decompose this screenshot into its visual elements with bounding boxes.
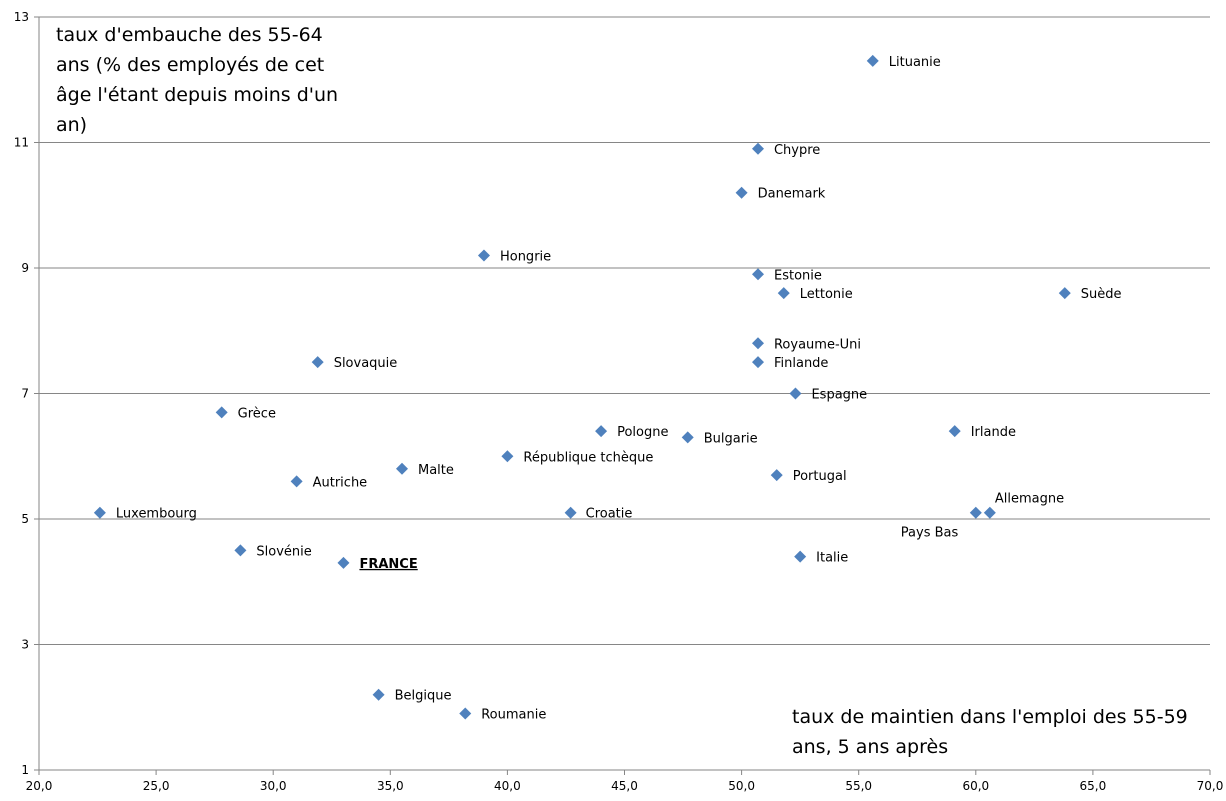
point-label: Slovaquie bbox=[334, 356, 398, 371]
point-label: Croatie bbox=[586, 507, 633, 522]
point-label: Hongrie bbox=[500, 249, 551, 264]
y-axis-title: taux d'embauche des 55-64 ans (% des emp… bbox=[56, 24, 339, 136]
data-point bbox=[372, 688, 385, 701]
data-point bbox=[595, 425, 608, 438]
data-point bbox=[459, 707, 472, 720]
point-label: Luxembourg bbox=[116, 507, 197, 522]
x-tick-label: 50,0 bbox=[728, 779, 755, 793]
x-tick-label: 60,0 bbox=[962, 779, 989, 793]
data-point bbox=[770, 469, 783, 482]
data-point bbox=[215, 406, 228, 419]
y-tick-label: 3 bbox=[21, 638, 29, 652]
data-point bbox=[866, 54, 879, 67]
point-label: Allemagne bbox=[995, 492, 1064, 507]
point-label: Pays Bas bbox=[901, 526, 959, 541]
point-label: Irlande bbox=[971, 425, 1016, 440]
data-point bbox=[735, 186, 748, 199]
data-point bbox=[477, 249, 490, 262]
data-point bbox=[396, 462, 409, 475]
data-point bbox=[969, 506, 982, 519]
x-tick-label: 35,0 bbox=[377, 779, 404, 793]
data-point bbox=[290, 475, 303, 488]
x-tick-label: 20,0 bbox=[26, 779, 53, 793]
point-label: République tchèque bbox=[523, 450, 653, 465]
y-tick-label: 7 bbox=[21, 387, 29, 401]
point-labels: Lituanie Chypre Danemark Hongrie Estonie Lett… bbox=[116, 55, 1122, 723]
x-tick-label: 45,0 bbox=[611, 779, 638, 793]
point-label: Slovénie bbox=[256, 544, 311, 559]
data-points bbox=[93, 54, 1071, 720]
data-point bbox=[983, 506, 996, 519]
data-point bbox=[311, 356, 324, 369]
point-label: Italie bbox=[816, 551, 848, 566]
data-point bbox=[1058, 287, 1071, 300]
point-label: Pologne bbox=[617, 425, 668, 440]
point-label: FRANCE bbox=[359, 557, 417, 572]
point-label: Suède bbox=[1081, 287, 1122, 302]
gridlines bbox=[39, 16, 1210, 645]
data-point bbox=[751, 268, 764, 281]
data-point bbox=[93, 506, 106, 519]
x-tick-label: 55,0 bbox=[845, 779, 872, 793]
data-point bbox=[777, 287, 790, 300]
point-label: Finlande bbox=[774, 356, 828, 371]
data-point bbox=[234, 544, 247, 557]
x-tick-label: 30,0 bbox=[260, 779, 287, 793]
point-label: Espagne bbox=[811, 388, 867, 403]
data-point bbox=[751, 337, 764, 350]
point-label: Lettonie bbox=[800, 287, 853, 302]
point-label: Roumanie bbox=[481, 708, 546, 723]
data-point bbox=[564, 506, 577, 519]
y-tick-label: 13 bbox=[14, 10, 29, 24]
x-tick-label: 70,0 bbox=[1197, 779, 1224, 793]
x-axis-title: taux de maintien dans l'emploi des 55-59… bbox=[792, 706, 1188, 758]
point-label: Bulgarie bbox=[704, 431, 758, 446]
data-point bbox=[794, 550, 807, 563]
y-tick-label: 11 bbox=[14, 136, 29, 150]
point-label: Lituanie bbox=[889, 55, 941, 70]
x-tick-label: 25,0 bbox=[143, 779, 170, 793]
point-label: Portugal bbox=[793, 469, 847, 484]
data-point bbox=[751, 142, 764, 155]
point-label: Chypre bbox=[774, 143, 820, 158]
point-label: Estonie bbox=[774, 268, 822, 283]
y-tick-label: 1 bbox=[21, 763, 29, 777]
point-label: Grèce bbox=[238, 406, 276, 421]
data-point bbox=[789, 387, 802, 400]
x-tick-label: 40,0 bbox=[494, 779, 521, 793]
y-tick-label: 5 bbox=[21, 512, 29, 526]
point-label: Malte bbox=[418, 463, 454, 478]
point-label: Danemark bbox=[758, 187, 826, 202]
data-point bbox=[751, 356, 764, 369]
x-tick-label: 65,0 bbox=[1080, 779, 1107, 793]
y-tick-label: 9 bbox=[21, 261, 29, 275]
data-point bbox=[681, 431, 694, 444]
point-label: Belgique bbox=[395, 689, 452, 704]
data-point bbox=[337, 556, 350, 569]
point-label: Autriche bbox=[313, 475, 368, 490]
point-label: Royaume-Uni bbox=[774, 337, 861, 352]
data-point bbox=[948, 425, 961, 438]
data-point bbox=[501, 450, 514, 463]
axes bbox=[34, 16, 1211, 775]
